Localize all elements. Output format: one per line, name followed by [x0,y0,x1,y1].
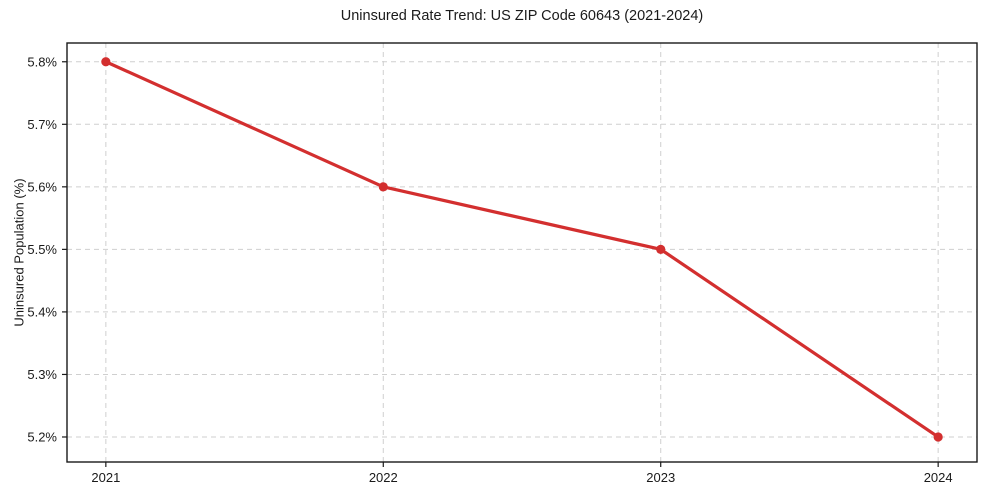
data-point [656,244,666,254]
y-tick-label: 5.4% [27,304,57,319]
data-point [933,432,943,442]
y-tick-label: 5.6% [27,179,57,194]
x-tick-label: 2022 [369,470,398,485]
y-tick-label: 5.5% [27,242,57,257]
y-tick-label: 5.2% [27,429,57,444]
y-tick-label: 5.7% [27,117,57,132]
chart-title: Uninsured Rate Trend: US ZIP Code 60643 … [340,8,704,24]
trend-line [104,60,940,439]
x-tick-label: 2023 [646,470,675,485]
data-point [378,182,388,192]
data-point [101,57,111,67]
plot-border [66,42,978,463]
x-tick-label: 2021 [91,470,120,485]
y-tick-label: 5.3% [27,367,57,382]
x-tick-label: 2024 [924,470,953,485]
y-tick-label: 5.8% [27,54,57,69]
